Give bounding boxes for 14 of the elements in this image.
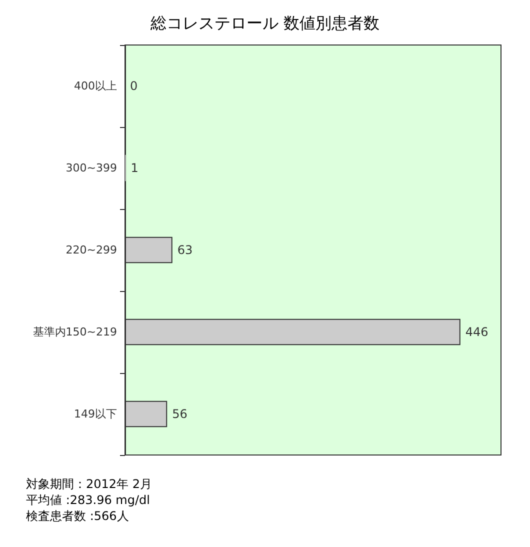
y-tick-label: 300~399: [66, 162, 117, 174]
data-label: 63: [177, 243, 193, 257]
text: 平均値 :283.96 mg/dl: [26, 493, 150, 507]
data-label: 0: [130, 79, 138, 93]
text: 検査患者数 :566人: [26, 509, 129, 523]
chart-title: 総コレステロール 数値別患者数: [149, 14, 380, 32]
data-label: 1: [130, 161, 138, 175]
y-tick-label: 149以下: [74, 408, 117, 420]
y-tick-label: 220~299: [66, 244, 117, 256]
text: 対象期間：2012年 2月: [26, 477, 152, 491]
data-label: 446: [465, 325, 488, 339]
y-tick-label: 400以上: [74, 80, 117, 92]
data-label: 56: [172, 407, 188, 421]
y-tick-label: 基準内150~219: [32, 326, 117, 338]
